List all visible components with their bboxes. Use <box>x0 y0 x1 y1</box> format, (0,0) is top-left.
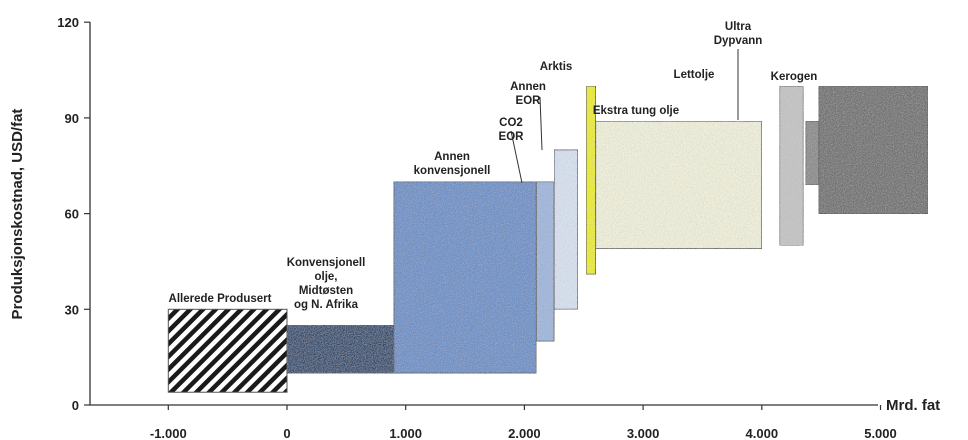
segment-label: CO2 <box>499 117 523 129</box>
y-axis-label: Produksjonskostnad, USD/fat <box>9 109 26 320</box>
segment-label: Dypvann <box>714 35 763 47</box>
x-tick-label: 3.000 <box>627 426 660 440</box>
cost-segment-bar <box>595 120 763 250</box>
segments-layer <box>167 85 929 393</box>
x-tick-label: -1.000 <box>150 426 187 440</box>
cost-segment-bar <box>167 308 288 393</box>
x-tick-label: 4.000 <box>746 426 779 440</box>
segment-label: Arktis <box>540 61 573 73</box>
y-tick-label: 60 <box>65 207 79 222</box>
x-tick-label: 5.000 <box>864 426 897 440</box>
segment-label: Lettolje <box>674 69 715 81</box>
segment-labels-layer: Allerede Produsert Konvensjonell olje, Midt… <box>169 21 818 311</box>
x-tick-label: 0 <box>283 426 290 440</box>
segment-label: EOR <box>516 95 542 107</box>
segment-label: EOR <box>499 131 525 143</box>
x-tick-label: 1.000 <box>389 426 422 440</box>
x-axis-label: Mrd. fat <box>886 397 940 414</box>
segment-label: Ekstra tung olje <box>593 105 679 117</box>
cost-segment-bar <box>393 181 537 374</box>
segment-label: Konvensjonell <box>287 257 366 269</box>
y-ticks: 0 30 60 90 120 <box>57 15 90 413</box>
label-leader-line <box>510 130 523 184</box>
cost-segment-bar <box>805 120 820 186</box>
segment-label: Annen <box>434 151 470 163</box>
segment-label: Allerede Produsert <box>169 293 272 305</box>
y-tick-label: 0 <box>72 398 79 413</box>
segment-label: Annen <box>510 81 546 93</box>
cost-segment-bar <box>818 85 929 215</box>
y-tick-label: 90 <box>65 111 79 126</box>
cost-segment-bar <box>553 149 579 310</box>
y-tick-label: 120 <box>57 15 79 30</box>
segment-label: konvensjonell <box>414 165 491 177</box>
segment-label: Ultra <box>725 21 752 33</box>
y-tick-label: 30 <box>65 302 79 317</box>
cost-segment-bar <box>779 85 804 246</box>
segment-label: Kerogen <box>771 71 818 83</box>
segment-label: olje, <box>314 271 337 283</box>
x-tick-label: 2.000 <box>508 426 541 440</box>
cost-segment-bar <box>535 181 555 342</box>
cost-segment-bar <box>286 324 395 374</box>
label-leader-line <box>539 96 543 151</box>
segment-label: Midtøsten <box>299 285 353 297</box>
segment-label: og N. Afrika <box>294 299 359 311</box>
